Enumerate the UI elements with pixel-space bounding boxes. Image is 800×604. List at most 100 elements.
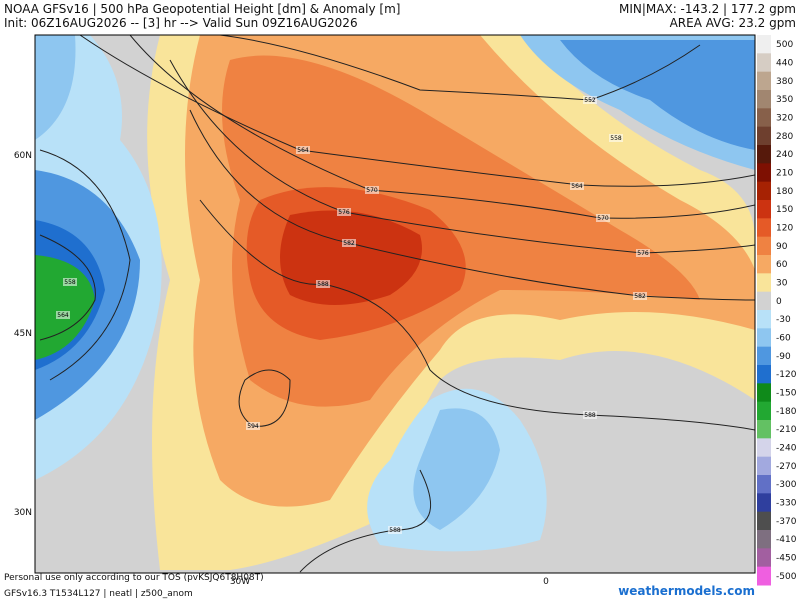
colorbar-label: -500 [776,572,797,582]
colorbar-label: -210 [776,425,797,435]
colorbar-label: -90 [776,352,791,362]
colorbar-label: 150 [776,205,793,215]
colorbar-label: 500 [776,40,793,50]
contour-label-bg [570,182,584,190]
colorbar-swatch [757,346,771,366]
colorbar-label: 0 [776,297,782,307]
colorbar-swatch [757,273,771,293]
contour-label: 576 [637,250,649,257]
contour-label-bg [337,208,351,216]
contour-label: 588 [584,412,596,419]
min-max: MIN|MAX: -143.2 | 177.2 gpm [619,2,796,16]
colorbar-swatch [757,310,771,329]
contour-label-bg [316,280,330,288]
colorbar-swatch [757,383,771,403]
anomaly-blue-scandinavia [560,40,755,150]
colorbar-swatch [757,163,771,183]
colorbar-swatch [757,236,771,256]
colorbar-swatch [757,218,771,238]
contour-label: 588 [317,281,329,288]
map-frame [34,34,756,574]
contour-label: 564 [571,183,583,190]
map-labels: 60N 45N 30N 30W 0 552 558 564 570 576 582 588 594 558… [14,96,650,587]
contour-label: 570 [597,215,609,222]
colorbar-swatch [757,548,771,568]
colorbar-swatch [757,71,771,91]
title: NOAA GFSv16 | 500 hPa Geopotential Heigh… [4,2,400,16]
contour-label: 558 [610,135,622,142]
colorbar-label: 440 [776,59,793,69]
colorbar-swatch [757,181,771,201]
longitude-label: 0 [543,577,549,587]
contour-label: 564 [297,147,309,154]
colorbar-swatch [757,401,771,421]
colorbar-label: 350 [776,95,793,105]
colorbar-swatch [757,90,771,109]
colorbar-label: 240 [776,150,793,160]
colorbar-label: 180 [776,187,793,197]
colorbar-swatch [757,493,771,513]
contour-label-bg [583,411,597,419]
contour-label-bg [596,214,610,222]
colorbar-label: -300 [776,480,797,490]
contour-label-bg [633,292,647,300]
brand[interactable]: weathermodels.com [618,584,755,598]
colorbar-swatch [757,365,771,384]
contour-label: 564 [57,312,69,319]
latitude-label: 60N [14,151,32,161]
colorbar-label: -180 [776,407,797,417]
colorbar-swatch [757,420,771,439]
colorbar-swatch [757,530,771,549]
latitude-label: 30N [14,508,32,518]
contour-label-bg [388,526,402,534]
colorbar-label: 210 [776,169,793,179]
colorbar-label: -150 [776,389,797,399]
colorbar-label: 280 [776,132,793,142]
colorbar-swatch [757,108,771,128]
colorbar-label: 120 [776,224,793,234]
colorbar-swatch [757,291,771,311]
contour-label-bg [56,311,70,319]
colorbar-label: 320 [776,114,793,124]
colorbar-label: -410 [776,535,797,545]
map-field [35,35,755,573]
contour-label-bg [342,239,356,247]
latitude-label: 45N [14,329,32,339]
colorbar-swatch [757,511,771,531]
colorbar-label: -30 [776,315,791,325]
colorbar-label: 60 [776,260,788,270]
colorbar-label: -450 [776,554,797,564]
colorbar-label: 30 [776,279,788,289]
colorbar-swatch [757,35,771,54]
contour-label-bg [636,249,650,257]
colorbar-swatch [757,456,771,476]
anomaly-red [280,210,422,305]
colorbar-swatch [757,145,771,164]
colorbar-label: -120 [776,370,797,380]
colorbar-swatch [757,53,771,73]
contour-label-bg [296,146,310,154]
subtitle: Init: 06Z16AUG2026 -- [3] hr --> Valid S… [4,16,358,30]
contour-label-bg [246,422,260,430]
contour-label-bg [583,96,597,104]
area-average: AREA AVG: 23.2 gpm [670,16,796,30]
contour-label: 552 [584,97,596,104]
colorbar-swatch [757,566,771,586]
model-info: GFSv16.3 T1534L127 | neatl | z500_anom [4,589,193,599]
colorbar-label: 380 [776,77,793,87]
colorbar-label: -60 [776,334,791,344]
contour-label: 582 [634,293,646,300]
colorbar-label: -240 [776,444,797,454]
contour-label: 588 [389,527,401,534]
contour-label: 570 [366,187,378,194]
anomaly-blue-northwest [35,35,76,140]
anomaly-green [35,255,95,360]
colorbar-label: -330 [776,499,797,509]
contour-label-bg [609,134,623,142]
longitude-label: 30W [230,577,250,587]
contour-label-bg [63,278,77,286]
colorbar-swatch [757,126,771,146]
anomaly-blue-south [413,408,500,530]
colorbar-label: -370 [776,517,797,527]
